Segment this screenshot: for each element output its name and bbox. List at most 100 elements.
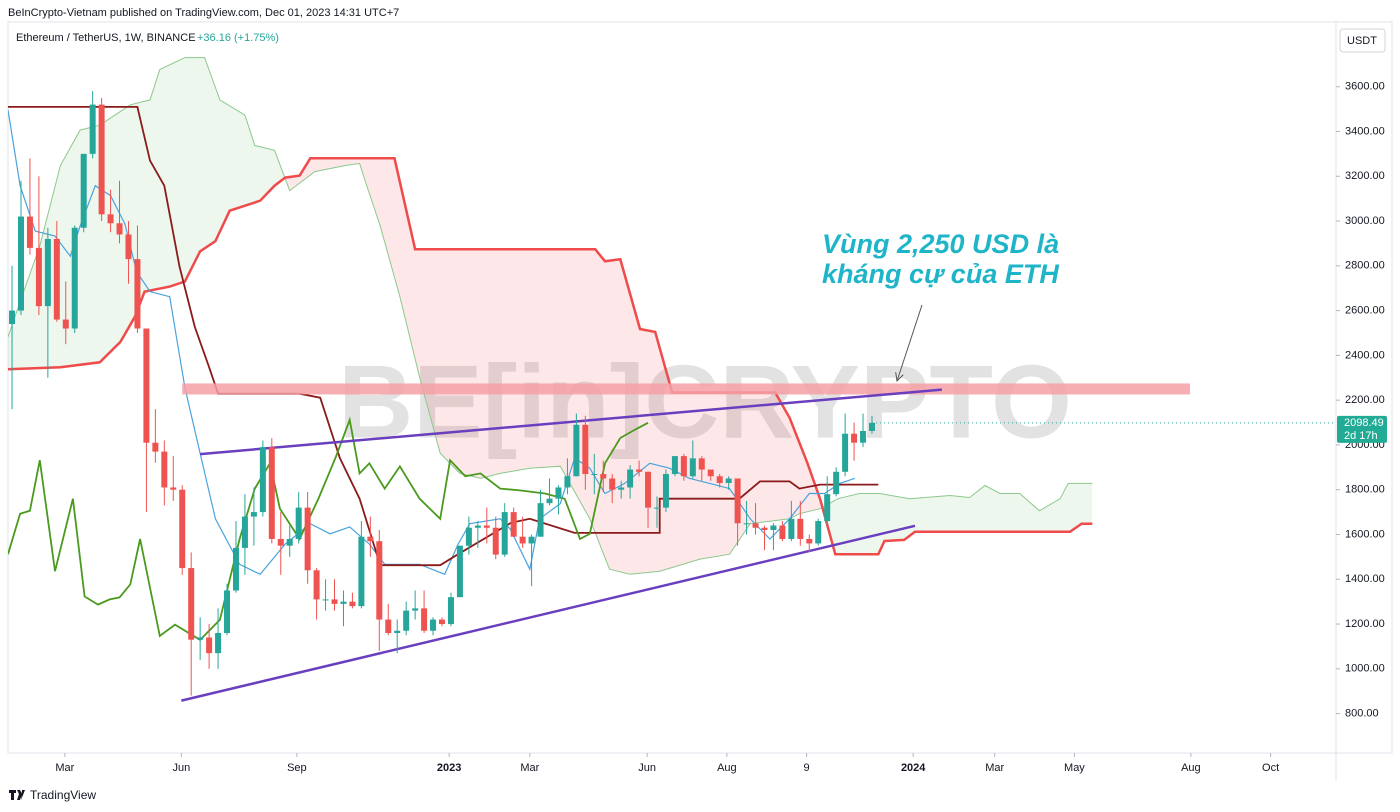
y-tick-label: 1800.00 bbox=[1345, 484, 1385, 496]
candle-body bbox=[71, 227, 78, 329]
tenkan-line bbox=[8, 109, 856, 576]
y-tick-label: 1600.00 bbox=[1345, 528, 1385, 540]
candle-body bbox=[671, 456, 678, 475]
candle-body bbox=[618, 487, 625, 490]
candle-body bbox=[447, 597, 454, 625]
trendline bbox=[199, 388, 943, 456]
candle-body bbox=[439, 619, 446, 625]
x-tick-label: Aug bbox=[1181, 762, 1201, 774]
candle-body bbox=[430, 619, 437, 631]
candle-body bbox=[259, 447, 266, 513]
candle-body bbox=[268, 447, 275, 539]
symbol-title: Ethereum / TetherUS, 1W, BINANCE bbox=[16, 32, 196, 44]
y-tick-label: 2200.00 bbox=[1345, 394, 1385, 406]
candle-body bbox=[779, 525, 786, 539]
candle-body bbox=[761, 527, 768, 531]
candle-body bbox=[752, 523, 759, 528]
candle-body bbox=[367, 536, 374, 542]
candle-body bbox=[734, 478, 741, 524]
candle-body bbox=[725, 478, 732, 483]
candle-body bbox=[80, 153, 87, 228]
candle-body bbox=[680, 456, 687, 477]
resistance-zone bbox=[182, 383, 1190, 395]
price-change: +36.16 (+1.75%) bbox=[197, 32, 279, 44]
candle-body bbox=[689, 458, 696, 477]
currency: USDT bbox=[1347, 35, 1377, 47]
candle-body bbox=[277, 538, 284, 546]
candle-body bbox=[394, 630, 401, 633]
candle-body bbox=[179, 489, 186, 569]
candle-body bbox=[53, 238, 60, 320]
candle-body bbox=[609, 478, 616, 490]
candle-body bbox=[537, 503, 544, 537]
candle-body bbox=[824, 494, 831, 522]
candle-body bbox=[492, 527, 499, 555]
candle-body bbox=[421, 608, 428, 631]
chikou-line bbox=[8, 416, 649, 642]
x-tick-label: Aug bbox=[717, 762, 737, 774]
candle-body bbox=[331, 599, 338, 604]
candle-body bbox=[197, 637, 204, 640]
candle-body bbox=[806, 538, 813, 544]
candle-body bbox=[582, 424, 589, 475]
candle-body bbox=[340, 601, 347, 604]
candle-body bbox=[707, 469, 714, 477]
candle-body bbox=[206, 637, 213, 654]
x-tick-label: Jun bbox=[638, 762, 656, 774]
candle-body bbox=[232, 547, 239, 591]
candle-body bbox=[9, 310, 16, 325]
candle-body bbox=[860, 430, 867, 443]
currency-box[interactable] bbox=[1339, 28, 1386, 53]
candle-body bbox=[295, 507, 302, 539]
candle-body bbox=[591, 474, 598, 476]
candle-body bbox=[833, 471, 840, 495]
y-tick-label: 2600.00 bbox=[1345, 305, 1385, 317]
candle-body bbox=[286, 538, 293, 546]
candle-body bbox=[788, 518, 795, 539]
y-tick-label: 800.00 bbox=[1345, 708, 1379, 720]
y-tick-label: 1400.00 bbox=[1345, 573, 1385, 585]
y-tick-label: 3200.00 bbox=[1345, 170, 1385, 182]
senkou-span-b bbox=[8, 157, 1093, 556]
footer-brand: TradingView bbox=[30, 788, 96, 802]
candle-body bbox=[89, 104, 96, 154]
candle-body bbox=[215, 632, 222, 654]
x-tick-label: Oct bbox=[1262, 762, 1279, 774]
candle-body bbox=[600, 474, 607, 479]
candle-body bbox=[653, 507, 660, 509]
candle-body bbox=[546, 498, 553, 504]
candle-body bbox=[250, 512, 257, 517]
candle-body bbox=[322, 599, 329, 601]
y-tick-label: 1000.00 bbox=[1345, 663, 1385, 675]
candle-body bbox=[152, 442, 159, 452]
footer-logo bbox=[9, 790, 25, 800]
candle-body bbox=[851, 433, 858, 443]
candle-body bbox=[107, 214, 114, 224]
candle-body bbox=[474, 525, 481, 528]
candle-body bbox=[770, 525, 777, 531]
candle-body bbox=[528, 536, 535, 544]
candle-body bbox=[510, 512, 517, 537]
candle-body bbox=[44, 238, 51, 307]
senkou-span-a bbox=[8, 57, 1093, 575]
y-tick-label: 2400.00 bbox=[1345, 349, 1385, 361]
published-header: BeInCrypto-Vietnam published on TradingV… bbox=[8, 7, 399, 19]
candle-body bbox=[134, 259, 141, 329]
candle-body bbox=[412, 608, 419, 611]
candle-body bbox=[627, 469, 634, 488]
last-price-label: 2098.49 bbox=[1344, 417, 1384, 429]
candle-body bbox=[224, 590, 231, 633]
candle-body bbox=[501, 512, 508, 555]
candle-body bbox=[304, 507, 311, 571]
candle-body bbox=[797, 518, 804, 539]
candle-body bbox=[98, 104, 105, 215]
x-tick-label: Sep bbox=[287, 762, 307, 774]
candle-body bbox=[188, 568, 195, 640]
candle-body bbox=[573, 424, 580, 477]
trendline bbox=[181, 524, 916, 702]
candle-body bbox=[564, 476, 571, 488]
candle-body bbox=[26, 216, 33, 248]
x-tick-label: Mar bbox=[55, 762, 74, 774]
candle-body bbox=[313, 570, 320, 600]
